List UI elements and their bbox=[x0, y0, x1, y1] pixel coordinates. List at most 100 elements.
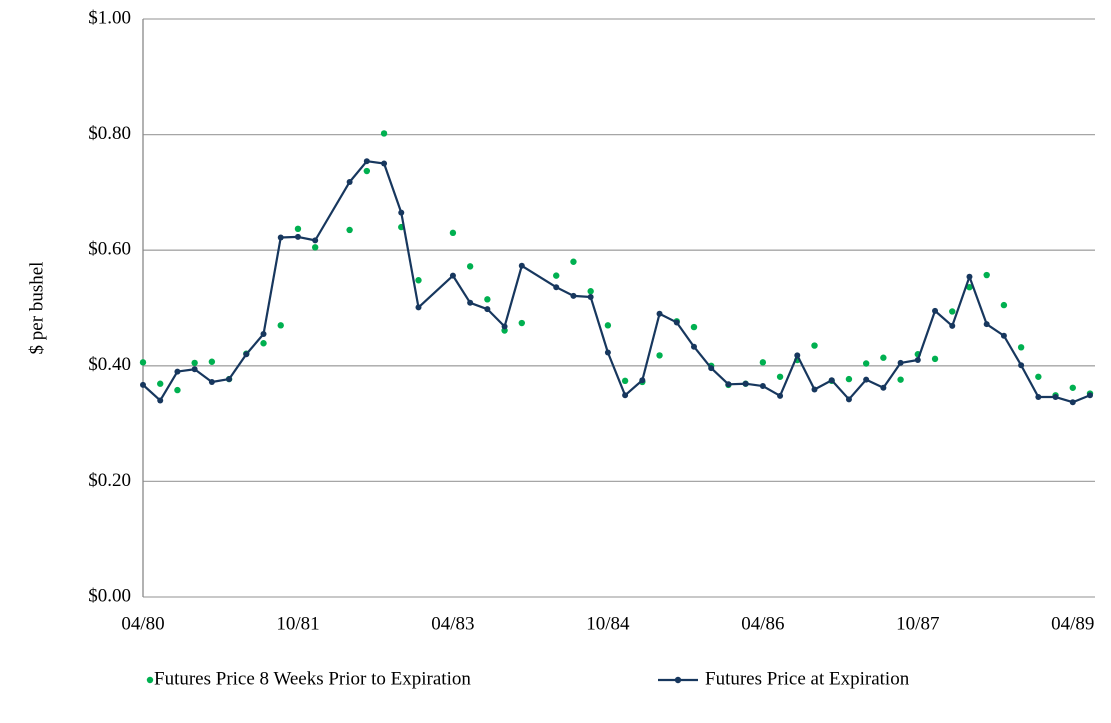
data-point bbox=[208, 378, 215, 385]
data-point bbox=[725, 381, 732, 388]
data-point bbox=[794, 352, 801, 359]
x-tick-label: 04/80 bbox=[121, 613, 164, 634]
data-point bbox=[708, 365, 715, 372]
data-point bbox=[949, 308, 956, 315]
data-point bbox=[897, 376, 904, 383]
data-point bbox=[1087, 392, 1093, 399]
line-segment bbox=[451, 275, 472, 304]
data-point bbox=[1035, 373, 1042, 380]
data-point bbox=[363, 158, 370, 165]
data-point bbox=[656, 310, 663, 317]
data-point bbox=[484, 296, 491, 303]
data-point bbox=[604, 349, 611, 356]
line-segment bbox=[951, 276, 971, 327]
line-segment bbox=[142, 384, 161, 402]
data-point bbox=[587, 288, 594, 295]
data-point bbox=[191, 359, 198, 367]
y-tick-label: $0.80 bbox=[88, 123, 131, 144]
line-segment bbox=[417, 274, 454, 309]
data-point bbox=[363, 167, 371, 175]
line-segment bbox=[521, 264, 557, 289]
data-point bbox=[811, 342, 818, 349]
data-point bbox=[776, 373, 784, 380]
data-point bbox=[845, 375, 853, 383]
line-segment bbox=[555, 286, 574, 297]
line-segment bbox=[675, 321, 695, 348]
line-segment bbox=[589, 296, 609, 353]
line-segment bbox=[641, 313, 661, 381]
data-point bbox=[656, 352, 663, 359]
line-segment bbox=[986, 323, 1005, 337]
data-point bbox=[501, 323, 508, 330]
y-tick-label: $1.00 bbox=[88, 7, 131, 28]
data-point bbox=[260, 340, 267, 347]
data-point bbox=[862, 360, 870, 367]
line-segment bbox=[228, 353, 248, 380]
data-point bbox=[191, 366, 198, 373]
line-segment bbox=[848, 378, 867, 401]
data-point bbox=[277, 322, 284, 329]
data-point bbox=[966, 283, 973, 291]
data-point bbox=[1000, 332, 1007, 339]
line-segment bbox=[383, 163, 403, 213]
line-segment bbox=[865, 378, 884, 389]
x-tick-label: 04/89 bbox=[1051, 613, 1094, 634]
data-point bbox=[449, 272, 456, 279]
data-point bbox=[759, 383, 766, 390]
line-segment bbox=[503, 265, 523, 327]
legend-label: Futures Price 8 Weeks Prior to Expiratio… bbox=[154, 668, 471, 689]
data-point bbox=[811, 386, 818, 393]
data-point bbox=[880, 354, 887, 361]
data-point bbox=[553, 272, 560, 279]
legend-marker bbox=[146, 676, 154, 684]
data-point bbox=[260, 331, 267, 338]
data-point bbox=[673, 319, 680, 326]
data-point bbox=[294, 225, 302, 233]
data-point bbox=[931, 355, 939, 363]
data-point bbox=[380, 130, 388, 137]
data-point bbox=[622, 392, 629, 399]
y-tick-label: $0.00 bbox=[88, 585, 131, 606]
line-segment bbox=[796, 354, 816, 390]
line-segment bbox=[159, 371, 179, 402]
data-point bbox=[398, 209, 405, 216]
data-point bbox=[1000, 301, 1008, 309]
data-point bbox=[690, 343, 697, 350]
line-segment bbox=[262, 237, 282, 335]
line-segment bbox=[469, 301, 488, 311]
line-segment bbox=[314, 181, 351, 241]
data-point bbox=[294, 233, 301, 240]
line-segment bbox=[762, 385, 781, 397]
data-point bbox=[243, 351, 250, 358]
data-point bbox=[208, 358, 216, 365]
data-point bbox=[639, 377, 646, 384]
data-point bbox=[863, 376, 870, 383]
data-point bbox=[311, 244, 319, 251]
legend-marker bbox=[674, 676, 682, 684]
data-point bbox=[914, 357, 921, 364]
data-point bbox=[449, 229, 457, 237]
line-segment bbox=[882, 362, 902, 389]
x-tick-label: 04/83 bbox=[431, 613, 474, 634]
data-point bbox=[466, 263, 474, 270]
data-point bbox=[346, 178, 353, 185]
data-point bbox=[346, 226, 353, 234]
data-point bbox=[880, 384, 887, 391]
data-point bbox=[140, 381, 146, 388]
data-point bbox=[1017, 344, 1025, 351]
data-point bbox=[467, 299, 474, 306]
data-point bbox=[484, 306, 491, 313]
line-segment bbox=[194, 368, 213, 383]
data-point bbox=[139, 359, 147, 366]
line-segment bbox=[693, 346, 713, 369]
data-point bbox=[897, 359, 904, 366]
data-point bbox=[570, 292, 577, 299]
line-segment bbox=[1020, 364, 1040, 398]
line-segment bbox=[813, 379, 833, 391]
data-point bbox=[277, 234, 284, 241]
y-tick-label: $0.20 bbox=[88, 470, 131, 491]
y-axis-label: $ per bushel bbox=[26, 262, 47, 355]
data-point bbox=[415, 304, 422, 311]
line-segment bbox=[830, 379, 850, 401]
